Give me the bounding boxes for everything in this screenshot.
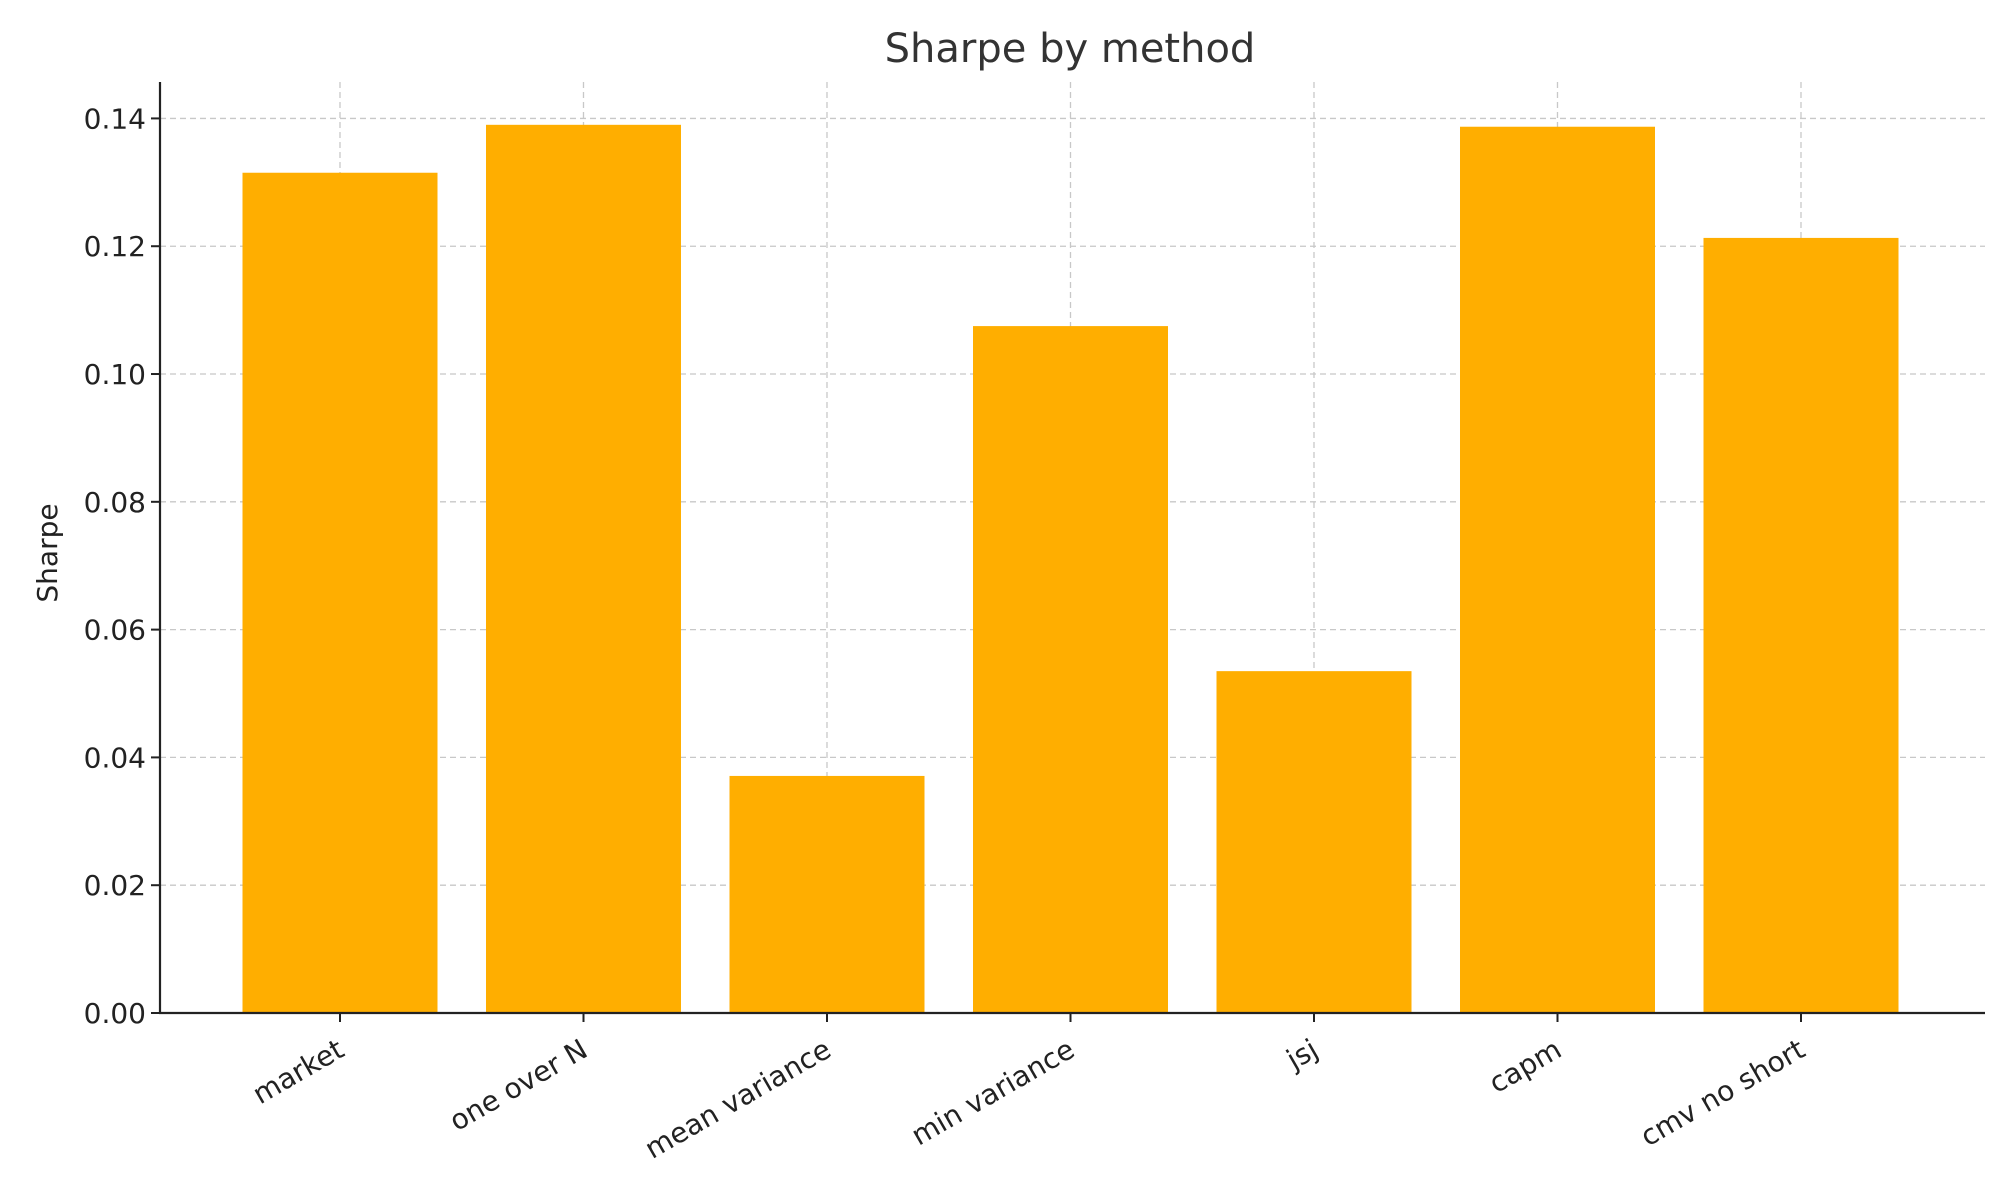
y-tick-label: 0.02	[84, 869, 146, 902]
x-tick-label: market	[247, 1032, 350, 1110]
bars-layer	[242, 124, 1899, 1014]
bar-one-over-n	[486, 124, 681, 1013]
y-tick-label: 0.06	[84, 614, 146, 647]
y-tick-label: 0.14	[84, 102, 146, 135]
chart-title: Sharpe by method	[885, 26, 1256, 72]
axes-layer	[151, 82, 1985, 1022]
y-axis-label: Sharpe	[31, 503, 64, 602]
x-tick-label: one over N	[444, 1032, 593, 1137]
bar-min-variance	[973, 326, 1168, 1013]
y-tick-label: 0.10	[84, 358, 146, 391]
bar-capm	[1460, 126, 1655, 1014]
y-tick-label: 0.04	[84, 741, 146, 774]
y-tick-label: 0.00	[84, 997, 146, 1030]
x-tick-label: cmv no short	[1635, 1032, 1811, 1153]
bar-mean-variance	[729, 775, 925, 1013]
y-tick-label: 0.12	[84, 230, 146, 263]
bar-jsj	[1216, 671, 1412, 1013]
y-tick-label: 0.08	[84, 486, 146, 519]
bar-cmv-no-short	[1703, 237, 1899, 1013]
bar-market	[242, 172, 438, 1013]
x-tick-label: capm	[1483, 1032, 1567, 1099]
x-tick-label: jsj	[1280, 1032, 1323, 1076]
x-tick-label: mean variance	[639, 1032, 836, 1165]
x-tick-label: min variance	[906, 1032, 1080, 1152]
